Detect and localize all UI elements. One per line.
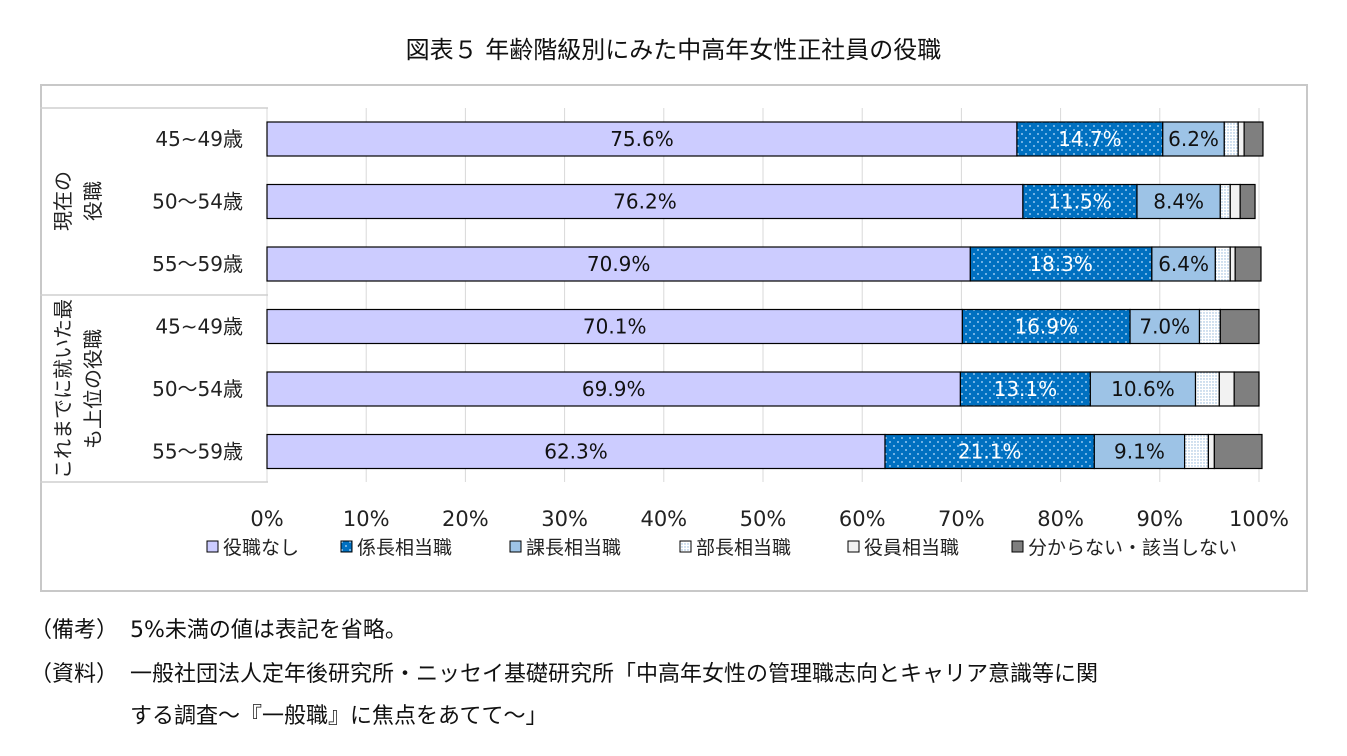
data-label: 11.5% [1048,190,1112,214]
data-label: 10.6% [1111,377,1175,401]
data-label: 13.1% [994,377,1058,401]
bar-segment [1239,183,1256,220]
note-source-text-line2: する調査～『一般職』に焦点をあてて～」 [130,704,548,729]
note-remarks: （備考） 5%未満の値は表記を省略。 [30,612,407,644]
grid-lines [266,108,1260,482]
bar-segment [266,433,886,470]
legend-swatch [340,540,353,553]
category-label: 45~49歳 [155,127,243,151]
bar-segment [1022,183,1138,220]
legend: 役職なし 係長相当職 課長相当職 部長相当職 役員相当職 分からない・該当しない [206,537,1237,559]
axis: 0% 10% 20% 30% 40% 50% 60% 70% 80% 90% 100% 現在の 役職これ… [40,107,1289,531]
bar-segment [266,371,962,407]
bar-segment [1207,433,1215,470]
bar-segment [1129,308,1201,345]
bar-segment [1198,308,1221,345]
x-tick-label: 90% [1136,507,1183,531]
data-label: 7.0% [1139,315,1190,339]
x-tick-label: 60% [839,507,886,531]
legend-swatch [679,540,692,553]
group-label-line: も上位の役職 [81,329,105,449]
bar-segment [1214,246,1231,282]
category-label: 55～59歳 [152,252,243,276]
bar-segment [1218,371,1235,407]
bar-segment [1162,121,1225,157]
chart-frame [40,84,1308,592]
group-label-line: 役職 [81,181,105,221]
data-label: 75.6% [610,127,674,151]
data-label: 70.1% [583,315,647,339]
x-tick-label: 80% [1037,507,1084,531]
category-label: 50～54歳 [152,377,243,401]
group-label-line: これまでに就いた最 [51,299,75,479]
bar-segment [266,308,963,345]
bar-segment [1243,121,1264,157]
bar-segment [266,121,1018,157]
bar-segment [1234,246,1262,282]
x-tick-label: 0% [250,507,283,531]
bar-segment [1233,371,1260,407]
note-remarks-label: （備考） [30,618,119,643]
bar-segment [1219,308,1260,345]
bar-segment [969,246,1153,282]
x-tick-label: 40% [640,507,687,531]
legend-swatch [847,540,860,553]
bar-segment [1194,371,1220,407]
data-label: 21.1% [958,440,1022,464]
x-tick-label: 10% [343,507,390,531]
bar-segment [961,308,1131,345]
x-tick-label: 100% [1229,507,1289,531]
legend-item-label: 係長相当職 [357,537,452,559]
bar-segment [1183,433,1210,470]
bar-segment [959,371,1091,407]
data-label: 8.4% [1153,190,1204,214]
chart-title: 図表５ 年齢階級別にみた中高年女性正社員の役職 [405,36,942,64]
bar-segment [884,433,1095,470]
legend-item-label: 役員相当職 [864,537,959,559]
legend-swatch [509,540,522,553]
data-label: 14.7% [1058,127,1122,151]
category-label: 45~49歳 [155,315,243,339]
stacked-bar-chart: 75.6% 14.7% 6.2% 76.2% 11.5% 8.4% 70.9% 18.3% 6.… [40,107,1289,559]
legend-swatch [206,540,219,553]
legend-item-label: 分からない・該当しない [1028,537,1237,559]
bar-segment [1219,183,1231,220]
legend-item-label: 部長相当職 [696,537,791,559]
bar-segment [1093,433,1186,470]
bar-segment [1229,183,1241,220]
data-label: 69.9% [582,377,646,401]
legend-swatch [1011,540,1024,553]
x-tick-label: 70% [938,507,985,531]
bar-segment [1223,121,1239,157]
category-label: 50～54歳 [152,190,243,214]
data-label: 18.3% [1029,252,1093,276]
data-labels: 75.6% 14.7% 6.2% 76.2% 11.5% 8.4% 70.9% 18.3% 6.… [544,127,1219,464]
group-label-line: 現在の [51,171,75,231]
data-label: 6.2% [1168,127,1219,151]
legend-item-label: 課長相当職 [526,537,621,559]
x-tick-label: 30% [541,507,588,531]
category-label: 55～59歳 [152,440,243,464]
note-source-text-line1: 一般社団法人定年後研究所・ニッセイ基礎研究所「中高年女性の管理職志向とキャリア意… [130,662,1099,687]
bar-segment [1237,121,1245,157]
note-remarks-text: 5%未満の値は表記を省略。 [130,618,407,643]
x-tick-label: 20% [442,507,489,531]
bar-segment [1229,246,1236,282]
bars [266,121,1264,470]
legend-item-label: 役職なし [223,537,299,559]
data-label: 62.3% [544,440,608,464]
x-tick-label: 50% [740,507,787,531]
data-label: 70.9% [587,252,651,276]
bar-segment [1213,433,1263,470]
bar-segment [266,183,1024,220]
data-label: 9.1% [1114,440,1165,464]
note-source: （資料） 一般社団法人定年後研究所・ニッセイ基礎研究所「中高年女性の管理職志向とキ… [30,656,1098,688]
data-label: 76.2% [613,190,677,214]
data-label: 6.4% [1158,252,1209,276]
bar-segment [1089,371,1197,407]
note-source-label: （資料） [30,662,119,687]
bar-segment [1136,183,1221,220]
data-label: 16.9% [1014,315,1078,339]
